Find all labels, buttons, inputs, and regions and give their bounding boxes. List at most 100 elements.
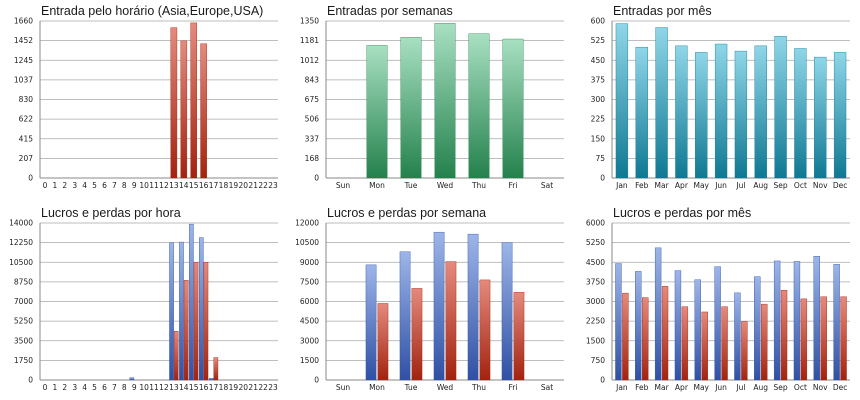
bar: [183, 279, 189, 381]
bar: [714, 43, 728, 179]
bar: [200, 43, 207, 179]
y-tick-label: 225: [591, 115, 606, 124]
bar: [833, 264, 840, 381]
y-tick-label: 1660: [14, 17, 33, 26]
chart-title: Entrada pelo horário (Asia,Europe,USA): [41, 4, 263, 18]
x-tick-label: 23: [268, 181, 278, 190]
bar: [654, 247, 662, 381]
x-tick-label: May: [693, 383, 709, 392]
x-tick-label: Jun: [714, 181, 727, 190]
x-tick-label: Sat: [541, 181, 553, 190]
x-tick-label: Wed: [437, 181, 454, 190]
chart-svg: Entrada pelo horário (Asia,Europe,USA) 0 2…: [14, 4, 278, 190]
x-tick-label: Dec: [833, 181, 848, 190]
bar: [780, 290, 788, 381]
x-tick-label: 3: [72, 181, 77, 190]
bar: [433, 231, 445, 381]
y-tick-label: 415: [19, 134, 34, 143]
y-tick-label: 10500: [9, 258, 33, 267]
x-tick-label: 17: [209, 383, 219, 392]
chart-svg: Lucros e perdas por hora0175035005250700…: [9, 206, 278, 392]
bar: [434, 23, 456, 179]
x-tick-label: Oct: [794, 181, 807, 190]
x-tick-label: 11: [149, 181, 159, 190]
bar: [774, 35, 787, 179]
x-tick-label: May: [693, 181, 709, 190]
bar: [674, 270, 682, 381]
bar: [814, 56, 827, 179]
x-tick-label: Wed: [437, 383, 454, 392]
y-tick-label: 830: [19, 95, 34, 104]
y-tick-label: 675: [305, 95, 320, 104]
bar: [694, 279, 701, 381]
bar: [615, 23, 629, 179]
bar: [833, 52, 847, 179]
bar: [399, 251, 411, 381]
x-tick-label: Apr: [675, 383, 689, 392]
y-tick-label: 6000: [300, 297, 319, 306]
x-tick-label: 16: [199, 181, 209, 190]
bar: [635, 271, 642, 381]
bar: [622, 292, 629, 381]
x-tick-label: Jul: [735, 181, 745, 190]
x-tick-label: Nov: [813, 181, 828, 190]
x-tick-label: Dec: [833, 383, 848, 392]
y-tick-label: 168: [305, 154, 320, 163]
y-tick-label: 5250: [14, 317, 33, 326]
x-tick-label: 19: [229, 181, 239, 190]
bar: [734, 50, 748, 179]
chart-svg: Entradas por mês 0 75 150 225 300 375 450 525 600…: [591, 4, 850, 190]
bar: [675, 45, 688, 179]
y-tick-label: 4500: [586, 258, 605, 267]
x-tick-label: 3: [72, 383, 77, 392]
bar: [741, 321, 748, 381]
x-tick-label: Sep: [774, 383, 788, 392]
bar: [754, 276, 761, 381]
x-tick-label: 20: [239, 383, 249, 392]
x-tick-label: Jun: [714, 383, 727, 392]
x-tick-label: 9: [132, 181, 137, 190]
x-tick-label: 20: [239, 181, 249, 190]
bar: [502, 38, 524, 179]
bar: [479, 279, 491, 381]
bar: [179, 241, 184, 381]
bar: [467, 233, 479, 381]
x-tick-label: 21: [248, 383, 258, 392]
bar: [695, 52, 708, 179]
x-tick-label: 10: [139, 181, 149, 190]
x-tick-label: Sun: [336, 181, 351, 190]
x-tick-label: Tue: [404, 383, 418, 392]
y-tick-label: 1500: [300, 356, 319, 365]
x-tick-label: 6: [102, 383, 107, 392]
x-tick-label: 13: [169, 383, 179, 392]
bar: [199, 237, 204, 381]
y-tick-label: 9000: [300, 258, 319, 267]
x-tick-label: Mar: [655, 383, 670, 392]
x-tick-label: Feb: [635, 181, 649, 190]
y-tick-label: 337: [305, 134, 320, 143]
y-tick-label: 12000: [295, 219, 319, 228]
bar: [813, 256, 820, 381]
x-tick-label: Jul: [735, 383, 745, 392]
bar: [468, 33, 490, 179]
y-tick-label: 7500: [300, 277, 319, 286]
x-tick-label: 4: [82, 383, 87, 392]
bar: [445, 261, 457, 381]
x-tick-label: 6: [102, 181, 107, 190]
bar: [501, 242, 513, 381]
x-tick-label: Apr: [675, 181, 689, 190]
y-tick-label: 1012: [300, 56, 319, 65]
bar: [170, 27, 178, 179]
x-tick-label: Sep: [774, 181, 788, 190]
chart-title: Entradas por mês: [613, 4, 712, 18]
y-tick-label: 1037: [14, 75, 33, 84]
chart-entradas-semanas: Entradas por semanas 0 168 337 506 675 843 1012…: [286, 0, 572, 198]
y-tick-label: 1350: [300, 17, 319, 26]
bar: [169, 242, 174, 381]
y-tick-label: 1181: [300, 36, 319, 45]
y-tick-label: 12250: [9, 238, 33, 247]
chart-entrada-horario: Entrada pelo horário (Asia,Europe,USA) 0 2…: [0, 0, 286, 198]
x-tick-label: 14: [179, 181, 189, 190]
chart-title: Lucros e perdas por hora: [41, 206, 181, 220]
x-tick-label: 13: [169, 181, 179, 190]
